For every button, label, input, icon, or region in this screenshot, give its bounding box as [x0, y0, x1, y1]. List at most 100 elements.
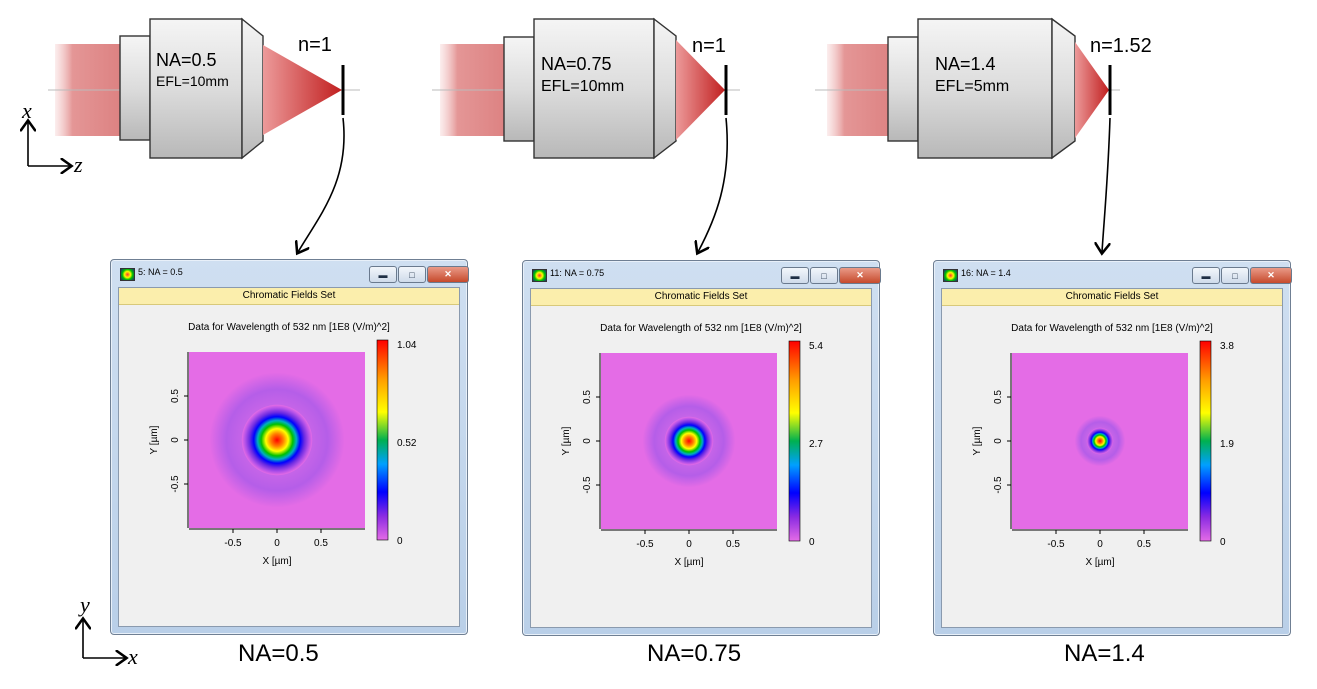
minimize-button[interactable]: ▬	[369, 266, 397, 283]
lens-nose	[1051, 17, 1076, 160]
x-tick-label: -0.5	[1047, 539, 1065, 550]
colorbar-tick-label: 0	[809, 537, 815, 548]
chromatic-fields-header: Chromatic Fields Set	[119, 288, 459, 305]
na-caption-1: NA=0.5	[238, 640, 319, 667]
setup-2-na-label: NA=0.75	[541, 54, 612, 74]
lens-back-ring	[119, 35, 151, 141]
colorbar	[1199, 340, 1212, 542]
pointer-arrow	[298, 117, 345, 252]
setup-3-na-label: NA=1.4	[935, 54, 996, 74]
plot-axes	[1007, 353, 1188, 534]
x-tick-label: 0	[1097, 539, 1103, 550]
heatmap-plot: -0.5 0 0.5 0.5 0 -0.5 X [µm] Y [µm] 1.04 0.52 0	[149, 339, 417, 567]
y-tick-label: 0.5	[993, 390, 1004, 404]
colorbar-tick-label: 1.04	[397, 340, 417, 351]
restore-button[interactable]: □	[398, 266, 426, 283]
y-tick-label: -0.5	[993, 476, 1004, 494]
app-icon	[532, 269, 547, 282]
plot-window-3[interactable]: 16: NA = 1.4 ▬ □ ✕ Chromatic Fields Set …	[933, 260, 1292, 636]
axis-label-x-top: x	[22, 98, 32, 123]
window-title: 16: NA = 1.4	[961, 268, 1011, 278]
colorbar-tick-label: 1.9	[1220, 439, 1234, 450]
window-titlebar[interactable]: 5: NA = 0.5 ▬ □ ✕	[111, 260, 469, 286]
plot-panel: Chromatic Fields Set Data for Wavelength…	[530, 288, 872, 628]
x-tick-label: 0.5	[1137, 539, 1151, 550]
x-axis-label: X [µm]	[674, 557, 703, 568]
x-tick-label: -0.5	[224, 538, 242, 549]
x-tick-label: 0	[686, 539, 692, 550]
focal-spot	[664, 416, 714, 466]
lens-body	[917, 18, 1053, 159]
lens-nose	[653, 17, 677, 160]
y-tick-label: 0.5	[170, 389, 181, 403]
focal-spot	[1086, 427, 1114, 455]
focus-cone	[263, 45, 342, 135]
x-tick-label: -0.5	[636, 539, 654, 550]
plot-window-2[interactable]: 11: NA = 0.75 ▬ □ ✕ Chromatic Fields Set…	[522, 260, 881, 636]
y-axis-label: Y [µm]	[972, 426, 983, 455]
focus-cone	[676, 40, 725, 140]
plot-title: Data for Wavelength of 532 nm [1E8 (V/m)…	[600, 323, 802, 334]
coordinate-axes-xz	[28, 122, 70, 166]
setup-2-efl-label: EFL=10mm	[541, 78, 625, 95]
window-titlebar[interactable]: 11: NA = 0.75 ▬ □ ✕	[523, 261, 881, 287]
colorbar-tick-label: 0.52	[397, 438, 417, 449]
colorbar-tick-label: 0	[397, 536, 403, 547]
setup-2-index-label: n=1	[692, 35, 726, 57]
plot-title: Data for Wavelength of 532 nm [1E8 (V/m)…	[1011, 323, 1213, 334]
window-titlebar[interactable]: 16: NA = 1.4 ▬ □ ✕	[934, 261, 1292, 287]
lens-back-ring	[503, 36, 535, 142]
chromatic-fields-header: Chromatic Fields Set	[531, 289, 871, 306]
lens-body	[533, 18, 655, 159]
colorbar-tick-label: 3.8	[1220, 341, 1234, 352]
restore-button[interactable]: □	[810, 267, 838, 284]
heatmap-plot: -0.5 0 0.5 0.5 0 -0.5 X [µm] Y [µm] 3.8 1.9 0	[972, 340, 1234, 568]
close-button[interactable]: ✕	[1250, 267, 1292, 284]
window-title: 11: NA = 0.75	[550, 268, 605, 278]
focal-spot	[241, 404, 313, 476]
pointer-arrow	[698, 117, 728, 252]
na-caption-3: NA=1.4	[1064, 640, 1145, 667]
y-tick-label: 0	[582, 438, 593, 444]
colorbar	[788, 340, 801, 542]
y-axis-label: Y [µm]	[149, 425, 160, 454]
chromatic-fields-header: Chromatic Fields Set	[942, 289, 1282, 306]
setup-1-index-label: n=1	[298, 34, 332, 56]
restore-button[interactable]: □	[1221, 267, 1249, 284]
close-button[interactable]: ✕	[427, 266, 469, 283]
minimize-button[interactable]: ▬	[1192, 267, 1220, 284]
y-axis-label: Y [µm]	[561, 426, 572, 455]
y-tick-label: 0	[170, 437, 181, 443]
plot-title: Data for Wavelength of 532 nm [1E8 (V/m)…	[188, 322, 390, 333]
objective-setup-3	[815, 17, 1120, 252]
na-caption-2: NA=0.75	[647, 640, 742, 667]
focus-cone	[1075, 42, 1109, 138]
objective-setup-1	[48, 17, 360, 252]
lens-body	[149, 18, 243, 159]
y-tick-label: -0.5	[582, 476, 593, 494]
y-tick-label: 0.5	[582, 390, 593, 404]
plot-axes	[596, 353, 777, 534]
plot-window-1[interactable]: 5: NA = 0.5 ▬ □ ✕ Chromatic Fields Set D…	[110, 259, 469, 635]
app-icon	[943, 269, 958, 282]
plot-axes	[184, 352, 365, 533]
x-axis-label: X [µm]	[1085, 557, 1114, 568]
colorbar-tick-label: 2.7	[809, 439, 823, 450]
colorbar-tick-label: 5.4	[809, 341, 823, 352]
heatmap-plot: -0.5 0 0.5 0.5 0 -0.5 X [µm] Y [µm] 5.4 2.7 0	[561, 340, 823, 568]
minimize-button[interactable]: ▬	[781, 267, 809, 284]
lens-back-ring	[887, 36, 919, 142]
y-tick-label: -0.5	[170, 475, 181, 493]
objective-setup-2	[432, 17, 740, 252]
x-tick-label: 0	[274, 538, 280, 549]
x-tick-label: 0.5	[726, 539, 740, 550]
optics-diagram	[0, 17, 1120, 260]
pointer-arrow	[1102, 117, 1111, 252]
window-title: 5: NA = 0.5	[138, 267, 183, 277]
x-tick-label: 0.5	[314, 538, 328, 549]
colorbar	[376, 339, 389, 541]
x-axis-label: X [µm]	[262, 556, 291, 567]
setup-1-efl-label: EFL=10mm	[156, 73, 229, 89]
close-button[interactable]: ✕	[839, 267, 881, 284]
setup-3-index-label: n=1.52	[1090, 35, 1152, 57]
